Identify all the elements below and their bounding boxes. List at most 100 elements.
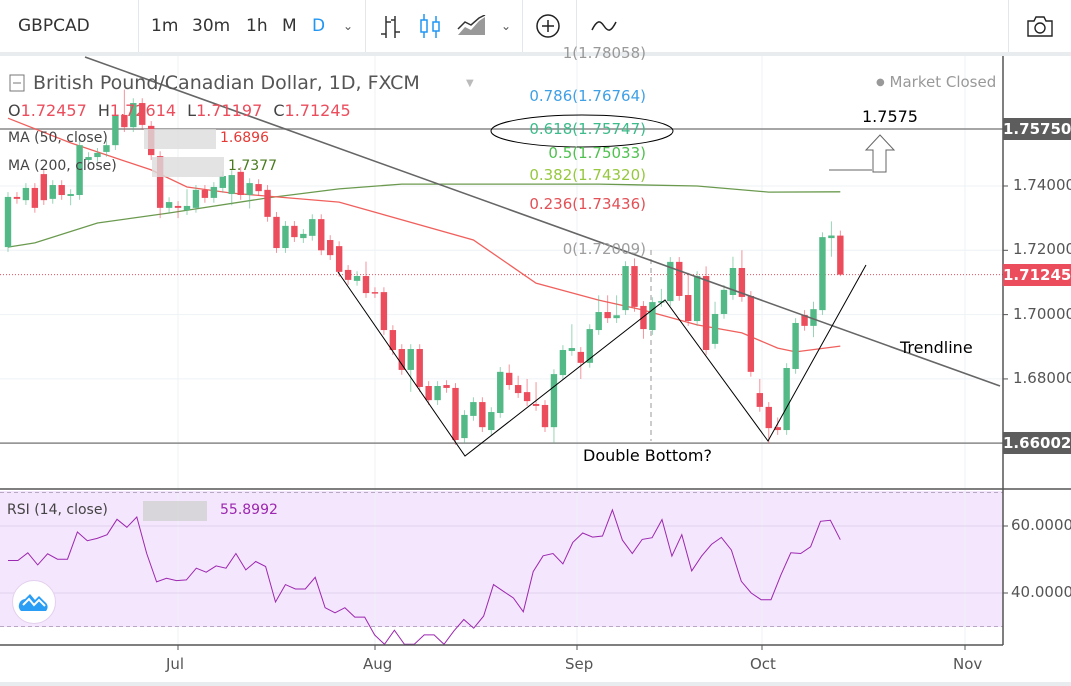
rsi-tick-label: 40.0000 xyxy=(1011,583,1071,601)
candle-up xyxy=(649,302,656,331)
candle-up xyxy=(434,386,441,401)
interval-chevron-down-icon[interactable]: ⌄ xyxy=(343,19,354,33)
price-tick-label: 1.70000 xyxy=(1013,304,1071,323)
rsi-line xyxy=(8,508,841,645)
candle-down xyxy=(506,372,513,386)
candle-up xyxy=(828,235,835,239)
chart-type-chevron-down-icon[interactable]: ⌄ xyxy=(501,19,512,33)
trendline xyxy=(84,56,1001,387)
time-tick-label: Aug xyxy=(363,655,393,673)
candle-down xyxy=(702,276,710,350)
candle-down xyxy=(344,269,352,280)
candle-down xyxy=(765,406,772,429)
candle-up xyxy=(488,412,495,431)
candle-down xyxy=(685,295,692,322)
candle-down xyxy=(801,314,808,326)
candle-down xyxy=(577,351,584,363)
candle-up xyxy=(613,315,620,319)
candle-up xyxy=(586,329,593,363)
candle-down xyxy=(631,266,638,307)
candle-down xyxy=(514,385,522,394)
candle-up xyxy=(783,367,790,431)
market-status-text: Market Closed xyxy=(889,73,997,91)
fib-level-label: 0(1.72009) xyxy=(562,240,646,258)
candle-down xyxy=(774,427,781,431)
candle-down xyxy=(273,216,280,249)
candle-up xyxy=(300,233,307,239)
price-tick-label: 1.74000 xyxy=(1013,176,1071,194)
open-value: 1.72457 xyxy=(20,101,87,120)
price-tick-label: 1.68000 xyxy=(1013,368,1071,387)
interval-D[interactable]: D xyxy=(312,16,326,36)
series-menu-caret-icon[interactable]: ▼ xyxy=(466,78,474,89)
ma200-label: MA (200, close) xyxy=(8,158,117,174)
candle-down xyxy=(425,386,432,401)
ohlc-row: O1.72457 H1.72614 L1.71197 C1.71245 xyxy=(8,101,351,120)
divider xyxy=(365,0,366,52)
candle-down xyxy=(58,185,65,196)
ma200-value: 1.7377 xyxy=(228,158,277,174)
candle-down xyxy=(121,114,128,128)
interval-30m[interactable]: 30m xyxy=(192,16,231,36)
collapse-legend-icon[interactable] xyxy=(9,74,25,92)
candle-down xyxy=(479,402,486,428)
candle-down xyxy=(156,156,164,208)
candle-up xyxy=(94,152,101,158)
market-status: ● Market Closed xyxy=(876,73,996,91)
candle-up xyxy=(550,374,558,428)
series-title: British Pound/Canadian Dollar, 1D, FXCM xyxy=(33,72,420,94)
candle-up xyxy=(810,309,817,326)
candle-down xyxy=(523,392,531,402)
candle-down xyxy=(327,240,334,256)
interval-M[interactable]: M xyxy=(282,16,297,36)
candle-down xyxy=(676,261,683,296)
candle-up xyxy=(183,205,191,211)
candle-down xyxy=(201,189,209,198)
candle-up xyxy=(729,267,737,296)
divider xyxy=(1008,0,1009,52)
candle-down xyxy=(837,235,844,275)
fib-level-label: 1(1.78058) xyxy=(562,44,646,62)
interval-1h[interactable]: 1h xyxy=(246,16,268,36)
candle-down xyxy=(443,385,450,388)
price-marker: 1.75750 xyxy=(1003,118,1071,140)
candle-up xyxy=(76,145,83,196)
pattern-annotation: Double Bottom? xyxy=(583,446,712,465)
high-value: 1.72614 xyxy=(109,101,177,120)
candle-up xyxy=(103,145,110,152)
time-tick-label: Nov xyxy=(953,655,983,673)
candle-up xyxy=(658,301,665,303)
price-tick-label: 1.72000 xyxy=(1013,240,1071,259)
ma50-controls[interactable] xyxy=(144,129,216,149)
time-tick-label: Jul xyxy=(166,655,185,673)
indicators-wave-icon[interactable] xyxy=(590,18,618,34)
candle-down xyxy=(139,103,146,125)
camera-icon[interactable] xyxy=(1025,14,1055,38)
candle-up xyxy=(228,175,235,195)
area-chart-icon[interactable] xyxy=(457,15,487,37)
ma200-controls[interactable] xyxy=(152,157,224,177)
add-indicator-plus-icon[interactable] xyxy=(535,13,561,39)
interval-1m[interactable]: 1m xyxy=(151,16,179,36)
candle-up xyxy=(112,115,119,146)
fib-level-label: 0.236(1.73436) xyxy=(529,195,646,213)
top-toolbar: GBPCAD 1m 30m 1h M D ⌄ ⌄ xyxy=(0,0,1071,52)
symbol-button[interactable]: GBPCAD xyxy=(18,16,90,36)
cloud-logo-icon xyxy=(18,594,48,611)
candle-up xyxy=(568,348,576,351)
low-value: 1.71197 xyxy=(196,101,263,120)
candle-down xyxy=(756,393,763,407)
rsi-controls[interactable] xyxy=(143,501,207,521)
ma50-value: 1.6896 xyxy=(220,130,269,146)
candle-up xyxy=(309,219,316,236)
pattern-drawings xyxy=(84,56,1001,457)
bar-chart-icon[interactable] xyxy=(378,14,402,40)
tradingview-logo[interactable] xyxy=(12,580,56,624)
candle-down xyxy=(264,189,271,217)
candle-down xyxy=(40,174,47,201)
candle-up xyxy=(693,276,701,322)
candle-up xyxy=(497,371,504,414)
candles-icon[interactable] xyxy=(418,12,442,40)
status-dot-icon: ● xyxy=(876,77,885,88)
candle-down xyxy=(31,187,39,208)
